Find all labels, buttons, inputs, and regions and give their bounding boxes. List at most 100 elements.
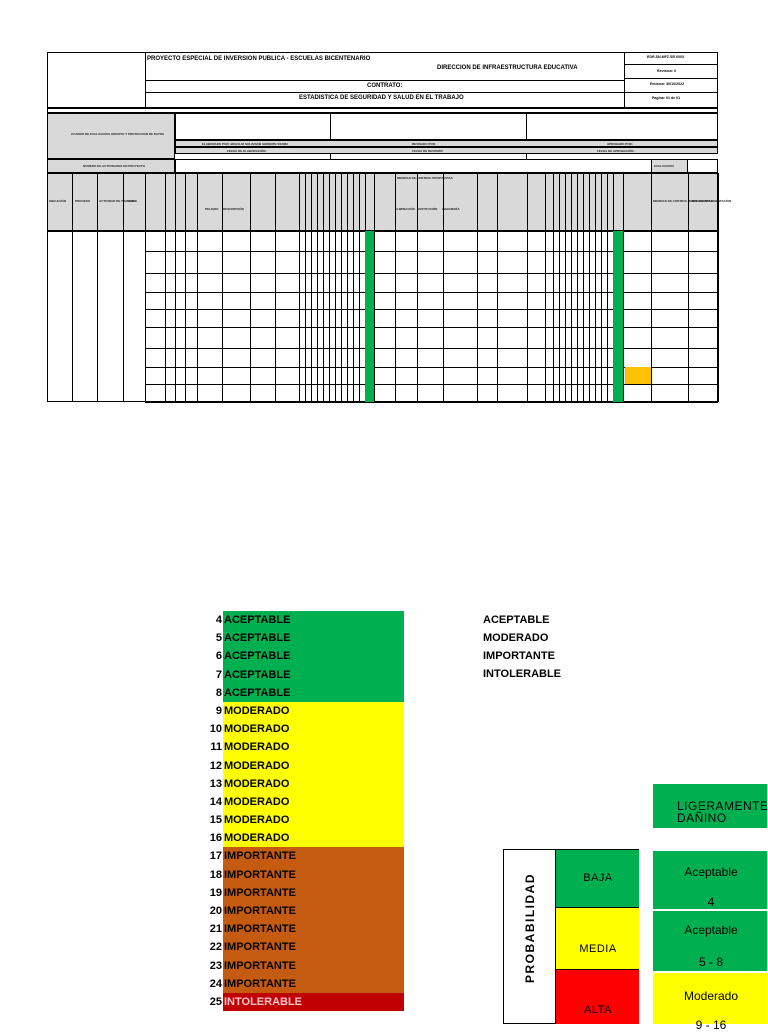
scale-number: 20 [209, 905, 222, 917]
legend-importante: IMPORTANTE [483, 650, 555, 662]
grid-vline [72, 173, 73, 402]
grid-vline [718, 173, 719, 402]
grid-vline [545, 173, 546, 402]
cell-media-value: 5 - 8 [698, 955, 723, 969]
scale-label: IMPORTANTE [223, 938, 404, 957]
scale-label: ACEPTABLE [223, 665, 404, 684]
grid-vline [347, 173, 348, 402]
scale-label: IMPORTANTE [223, 902, 404, 921]
scale-label: ACEPTABLE [223, 647, 404, 666]
grid-hline [145, 309, 718, 310]
spacer-row [47, 108, 718, 113]
reviewed-by: REVISADO POR: [412, 142, 437, 146]
scale-number: 19 [209, 886, 222, 899]
grid-vline [497, 173, 498, 402]
approved-by: APROBADO POR: [607, 142, 633, 146]
grid-hline [145, 348, 718, 349]
doc-revision: Revision: 0 [657, 69, 677, 73]
risk-level-column [365, 231, 374, 402]
scale-number: 13 [209, 777, 222, 790]
scale-label: IMPORTANTE [223, 847, 404, 866]
cell-alta: Moderado 9 - 16 [652, 972, 768, 1032]
grid-vline [97, 173, 98, 402]
scale-label: MODERADO [223, 792, 404, 812]
grid-vline [571, 173, 572, 402]
prob-row-media: MEDIA [555, 908, 639, 970]
grid-vline [477, 173, 478, 402]
meta-line-1 [624, 64, 718, 65]
grid-vline [651, 173, 652, 402]
doc-page: Pagina: 01 de 01 [652, 96, 681, 100]
scale-row: 23 IMPORTANTE [200, 956, 404, 975]
residual-level-column [613, 231, 623, 402]
scale-number: 6 [215, 650, 222, 663]
grid-vline [359, 173, 360, 402]
scale-label: MODERADO [223, 720, 404, 739]
probability-axis: PROBABILIDAD [503, 849, 555, 1024]
scale-row: 7 ACEPTABLE [200, 665, 404, 684]
eval-label-box [47, 113, 175, 159]
col-plazo: PLAZO DE IMPLEMENTACIÓN [688, 199, 732, 203]
grid-hline [145, 367, 718, 368]
grid-vline [275, 173, 276, 402]
grid-hline [145, 292, 718, 293]
col-medidas: MEDIDAS DE CONTROL A IMPLEMENTAR [653, 199, 713, 203]
grid-vline [417, 173, 418, 402]
prob-alta-label: ALTA [584, 1004, 612, 1016]
contract-label: CONTRATO: [367, 83, 403, 89]
grid-hline [145, 231, 718, 232]
scale-row: 21 IMPORTANTE [200, 920, 404, 939]
scale-label: MODERADO [223, 811, 404, 830]
grid-vline [311, 173, 312, 402]
project-title: PROYECTO ESPECIAL DE INVERSION PUBLICA -… [147, 56, 371, 62]
doc-emission: Emision: 30/10/2022 [650, 82, 685, 86]
sig-div-2 [526, 113, 527, 159]
signature-space [175, 113, 718, 140]
risk-scale: 4 ACEPTABLE 5 ACEPTABLE 6 ACEPTABLE 7 ACEPTABLE… [200, 611, 404, 1012]
scale-label: MODERADO [223, 756, 404, 775]
scale-row: 15 MODERADO [200, 811, 404, 830]
grid-vline [299, 173, 300, 402]
scale-number: 12 [209, 759, 222, 772]
scale-row: 4 ACEPTABLE [200, 611, 404, 630]
grid-hline [145, 251, 718, 252]
probability-label: PROBABILIDAD [523, 873, 537, 983]
scale-label: ACEPTABLE [223, 629, 404, 648]
grid-vline [443, 173, 444, 402]
scale-number: 22 [209, 941, 222, 954]
cell-alta-value: 9 - 16 [695, 1018, 727, 1032]
scale-number: 5 [215, 632, 222, 645]
prob-row-baja: BAJA [555, 850, 639, 908]
col-sustitucion: SUSTITUCIÓN [417, 207, 438, 211]
prob-media-label: MEDIA [579, 943, 617, 955]
table-header [47, 173, 718, 231]
scale-number: 9 [215, 704, 222, 717]
direction-title: DIRECCION DE INFRAESTRUCTURA EDUCATIVA [437, 65, 578, 71]
cell-baja-value: 4 [707, 895, 715, 909]
scale-number: 11 [210, 741, 222, 754]
col-eliminacion: ELIMINACIÓN [395, 207, 415, 211]
grid-vline [123, 173, 124, 402]
scale-label: IMPORTANTE [223, 956, 404, 975]
scale-label: ACEPTABLE [223, 611, 404, 630]
eval-label: CUADRO DE EVALUACION, MOUNTH Y PROTECCIO… [71, 132, 165, 136]
grid-vline [335, 173, 336, 402]
prepared-by: ELABORADO POR: BRAULIO SOLIS/SUB GERENTE… [202, 142, 289, 146]
controls-section-label: MEDIDAS DE CONTROL PROPUESTAS [397, 176, 453, 180]
grid-vline [165, 173, 166, 402]
sig-div-1 [330, 113, 331, 159]
grid-vline [688, 173, 689, 402]
col-peligro: PELIGRO [205, 207, 219, 211]
scale-row: 22 IMPORTANTE [200, 938, 404, 957]
grid-vline [323, 173, 324, 402]
signature-dates [175, 147, 718, 154]
scale-number: 15 [209, 814, 222, 827]
scale-number: 18 [209, 868, 222, 881]
consequence-label: LIGERAMENTE DAÑINO [677, 799, 768, 825]
h-line-2 [145, 92, 624, 93]
prepared-date: FECHA DE ELABORACIÓN: [227, 149, 267, 153]
prob-baja-label: BAJA [583, 872, 613, 884]
grid-vline [623, 173, 624, 402]
scale-row: 11 MODERADO [200, 738, 404, 757]
grid-vline [601, 173, 602, 402]
